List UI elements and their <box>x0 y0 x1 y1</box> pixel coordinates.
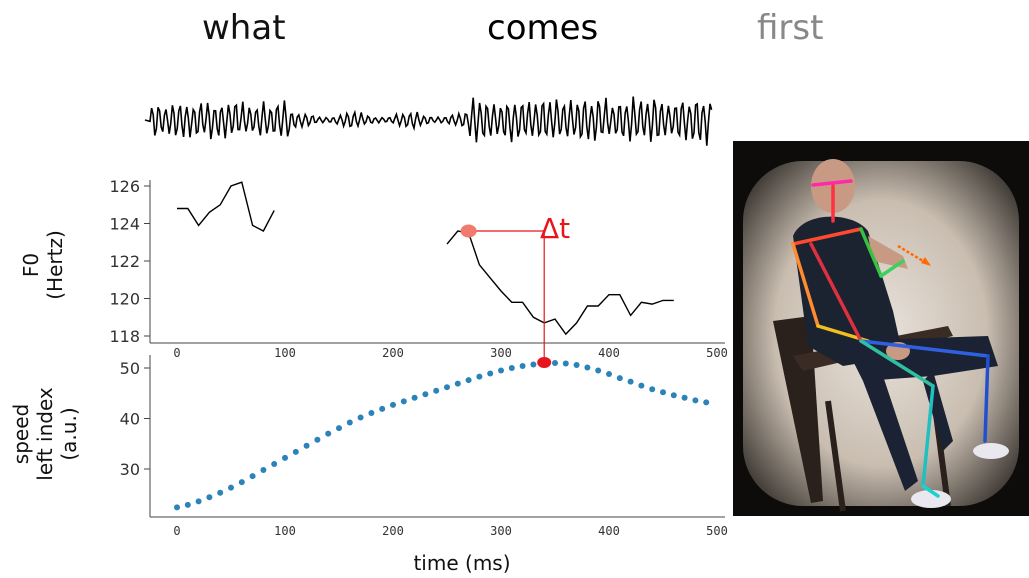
f0-ylabel-line2: (Hertz) <box>43 230 67 300</box>
f0-series-line <box>177 181 275 232</box>
speed-data-point <box>314 436 321 443</box>
f0-ytick-label: 120 <box>109 290 140 309</box>
speed-data-point <box>573 361 580 368</box>
speed-data-point <box>260 467 267 474</box>
speed-data-point <box>228 484 234 491</box>
speed-data-point <box>562 360 569 367</box>
speed-xtick-label: 300 <box>490 524 512 538</box>
speed-data-point <box>508 365 515 371</box>
speed-data-point <box>681 394 688 401</box>
f0-ylabel-line1: F0 <box>19 253 43 277</box>
speed-ylabel-line1: speed <box>9 404 33 464</box>
speed-data-point <box>379 405 386 412</box>
speed-ytick-label: 40 <box>120 410 140 429</box>
speed-data-point <box>465 377 472 384</box>
speed-data-point <box>346 419 353 426</box>
f0-xtick-label: 100 <box>274 346 296 360</box>
f0-series-line <box>446 230 674 336</box>
speed-data-point <box>638 382 645 389</box>
speed-data-point <box>530 361 537 368</box>
speed-data-point <box>336 425 342 432</box>
speed-data-point <box>584 364 591 371</box>
speed-data-point <box>454 380 461 387</box>
speed-xtick-label: 200 <box>382 524 404 538</box>
speed-data-point <box>660 389 666 396</box>
f0-xtick-label: 300 <box>490 346 512 360</box>
speed-data-point <box>552 359 558 366</box>
speed-data-point <box>303 442 310 449</box>
word-what: what <box>202 8 286 48</box>
f0-ytick-label: 118 <box>109 327 140 346</box>
speed-data-point <box>206 494 213 501</box>
speed-ylabel-line2: left index <box>33 387 57 481</box>
audio-waveform <box>144 96 713 146</box>
speed-data-point <box>249 473 256 480</box>
speed-data-point <box>195 498 202 505</box>
speed-xtick-label: 100 <box>274 524 296 538</box>
f0-xtick-label: 0 <box>173 346 180 360</box>
f0-xtick-label: 200 <box>382 346 404 360</box>
f0-chart: 118 120 122 124 126 0 100 200 300 400 500 F0 (Her… <box>19 177 728 360</box>
time-xlabel: time (ms) <box>413 551 510 575</box>
speed-ytick-label: 50 <box>120 359 140 378</box>
speed-data-point <box>627 378 634 385</box>
speed-data-point <box>606 371 612 378</box>
speed-data-point <box>217 489 224 496</box>
speed-xtick-label: 500 <box>706 524 728 538</box>
f0-ytick-label: 124 <box>109 215 140 234</box>
f0-ytick-label: 122 <box>109 252 140 271</box>
f0-highlight-marker <box>460 224 477 238</box>
speed-data-point <box>498 367 504 374</box>
word-comes: comes <box>487 8 599 48</box>
speed-data-point <box>422 391 429 398</box>
speed-peak-marker <box>537 356 552 368</box>
pose-photo <box>733 141 1029 516</box>
speed-data-point <box>292 448 299 455</box>
speed-data-point <box>670 392 677 399</box>
speed-xtick-label: 400 <box>598 524 620 538</box>
waveform-trace <box>144 96 713 146</box>
speed-chart: 30 40 50 0 100 200 300 400 500 speed left index… <box>9 355 728 575</box>
speed-data-point <box>444 384 450 391</box>
speed-data-point <box>271 460 278 467</box>
speed-data-point <box>616 375 623 382</box>
f0-ytick-label: 126 <box>109 177 140 196</box>
speed-data-point <box>433 387 440 394</box>
speed-data-point <box>703 399 710 406</box>
speed-data-point <box>476 373 483 380</box>
speed-data-point <box>487 370 494 377</box>
speed-ytick-label: 30 <box>120 460 140 479</box>
delta-t-annotation: Δt <box>460 212 570 368</box>
speed-data-point <box>357 414 364 421</box>
speed-data-point <box>390 401 396 408</box>
f0-xtick-label: 400 <box>598 346 620 360</box>
speed-data-point <box>400 398 407 405</box>
delta-t-label: Δt <box>540 212 570 245</box>
speed-xtick-label: 0 <box>173 524 180 538</box>
speed-data-point <box>184 501 191 508</box>
speed-data-point <box>649 386 656 393</box>
speed-data-point <box>368 409 375 416</box>
speed-ylabel-line3: (a.u.) <box>57 407 81 460</box>
speed-data-point <box>238 479 245 486</box>
speed-data-point <box>325 430 332 437</box>
speed-data-point <box>282 454 288 461</box>
word-first: first <box>757 8 824 48</box>
speed-data-point <box>174 504 180 511</box>
speed-data-point <box>692 397 699 404</box>
speed-data-point <box>411 394 418 401</box>
speed-data-point <box>595 367 602 374</box>
person-seated-pose-skeleton-icon <box>733 141 1029 516</box>
f0-xtick-label: 500 <box>706 346 728 360</box>
speed-data-point <box>519 362 526 369</box>
